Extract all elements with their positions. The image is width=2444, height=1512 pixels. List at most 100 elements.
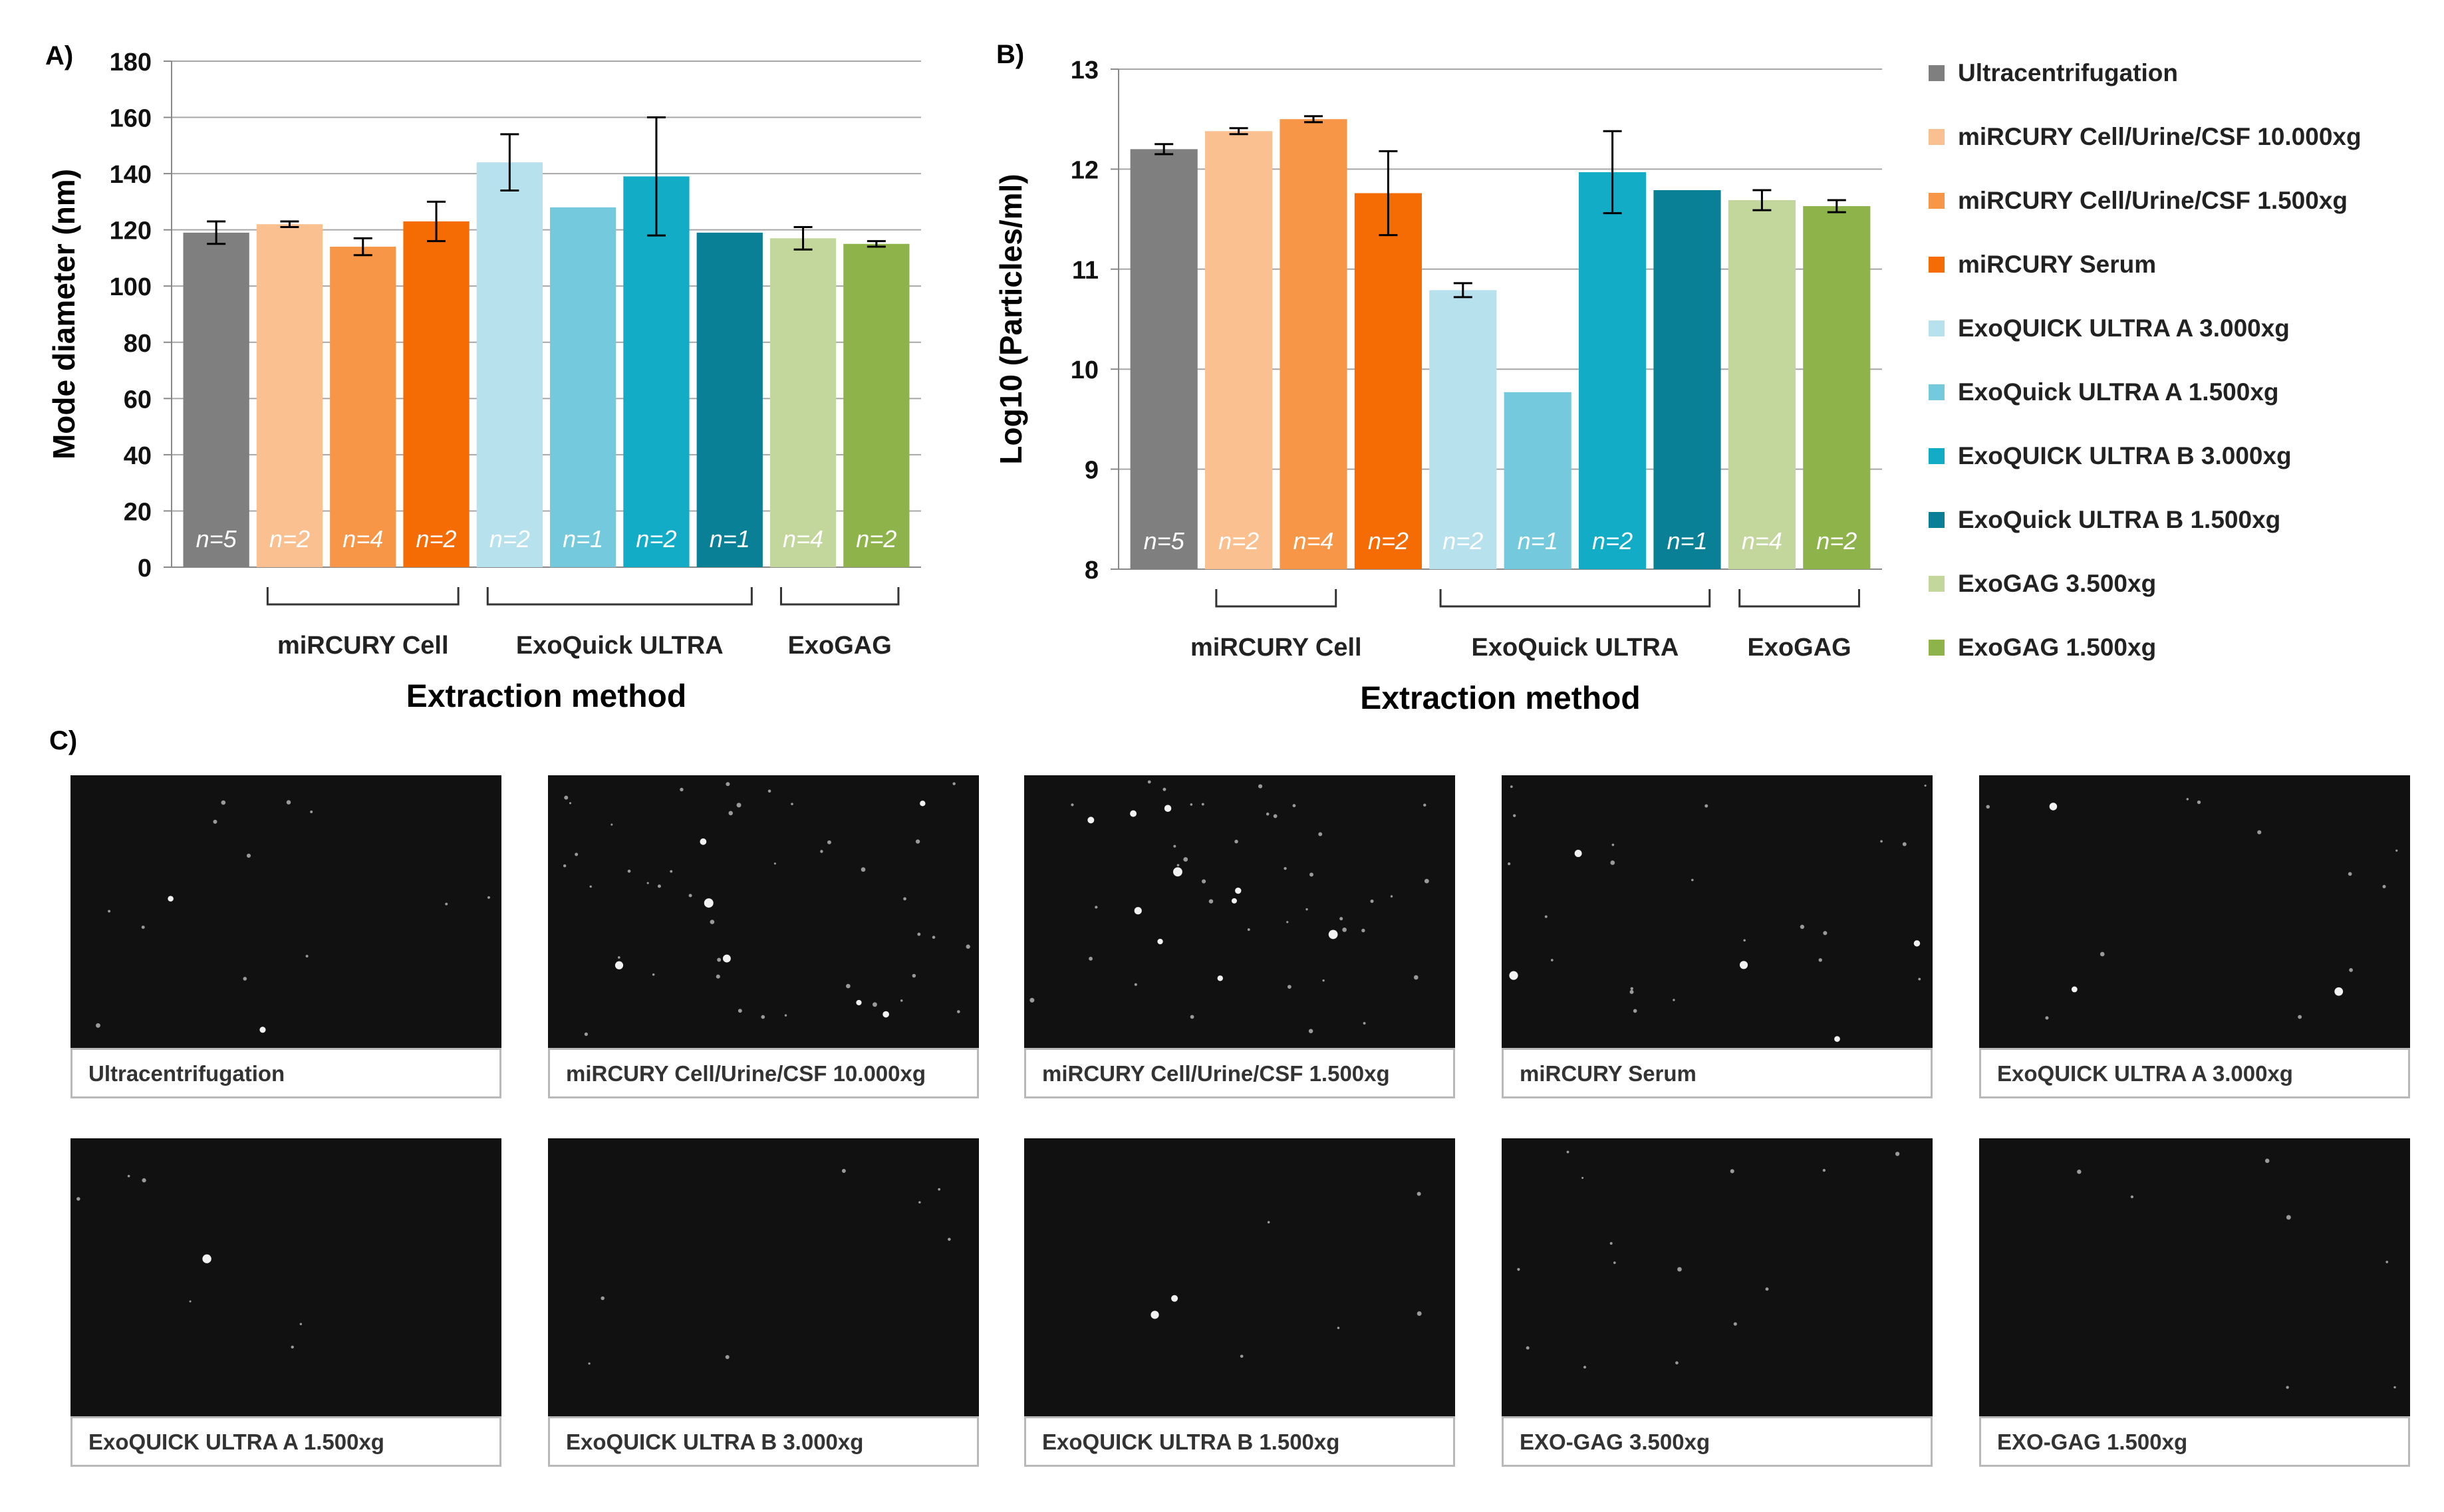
particle-dot (725, 1355, 730, 1360)
particle-dot (900, 999, 903, 1002)
chart-b-ytick-label: 12 (1071, 156, 1099, 184)
particle-dot (584, 1032, 588, 1036)
particle-dot (1610, 860, 1615, 865)
chart-b-n-label: n=2 (1218, 527, 1259, 555)
chart-a-ytick-label: 120 (110, 217, 152, 245)
legend-swatch (1929, 448, 1945, 464)
particle-dot (1029, 997, 1035, 1003)
particle-dot (2393, 1386, 2396, 1389)
particle-dot (243, 977, 247, 981)
particle-dot (2298, 1015, 2302, 1019)
particle-dot (1240, 1354, 1244, 1358)
particle-dot (670, 870, 673, 873)
particle-dot (1513, 814, 1516, 817)
particle-dot (1130, 810, 1137, 817)
particle-dot (2045, 1016, 2049, 1020)
particle-dot (646, 882, 649, 884)
particle-dot (1342, 928, 1347, 932)
particle-dot (1609, 1242, 1613, 1245)
particle-dot (1544, 915, 1548, 918)
particle-dot (1924, 784, 1927, 787)
particle-dot (1390, 895, 1393, 898)
micrograph-image (70, 775, 501, 1048)
particle-dot (920, 801, 926, 807)
particle-dot (291, 1345, 294, 1349)
chart-b-y-axis-title: Log10 (Particles/ml) (994, 174, 1028, 464)
chart-a-n-label: n=2 (856, 525, 896, 553)
particle-dot (1095, 906, 1098, 909)
legend-label: miRCURY Cell/Urine/CSF 10.000xg (1958, 123, 2362, 150)
legend-swatch (1929, 193, 1945, 209)
particle-dot (1822, 1168, 1826, 1172)
particle-dot (773, 862, 776, 865)
particle-dot (1173, 844, 1176, 848)
chart-b-error-bar (1229, 127, 1248, 136)
particle-dot (873, 1002, 877, 1007)
particle-dot (856, 999, 862, 1006)
chart-a-n-label: n=5 (196, 525, 237, 553)
particle-dot (1087, 817, 1095, 824)
particle-dot (1284, 866, 1287, 870)
chart-a-error-bar (500, 133, 519, 191)
micrograph-card: ExoQUICK ULTRA B 3.000xg (548, 1138, 979, 1467)
particle-dot (688, 894, 692, 898)
micrograph-card: Ultracentrifugation (70, 775, 501, 1098)
chart-a-n-label: n=4 (342, 525, 383, 553)
particle-dot (1823, 931, 1828, 936)
particle-dot (617, 956, 620, 959)
chart-b-n-label: n=1 (1518, 527, 1558, 555)
particle-dot (1417, 1192, 1421, 1196)
particle-dot (846, 983, 851, 989)
particle-dot (1337, 1326, 1340, 1329)
particle-dot (1089, 956, 1093, 961)
particle-dot (213, 819, 217, 824)
chart-a-ytick-label: 180 (110, 49, 152, 76)
particle-dot (1611, 843, 1615, 846)
chart-a-bar (769, 238, 837, 567)
particle-dot (141, 926, 145, 930)
particle-dot (1417, 1311, 1422, 1317)
particle-dot (1322, 979, 1325, 982)
particle-dot (952, 782, 956, 785)
particle-dot (2348, 872, 2352, 876)
particle-dot (588, 1362, 591, 1365)
legend-label: ExoQUICK ULTRA A 3.000xg (1958, 315, 2290, 342)
chart-b-n-label: n=4 (1742, 527, 1782, 555)
chart-a-n-label: n=1 (710, 525, 750, 553)
particle-dot (728, 811, 734, 816)
chart-b-bar (1504, 392, 1571, 569)
particle-dot (1176, 864, 1180, 866)
particle-dot (680, 787, 684, 792)
particle-dot (883, 1011, 889, 1018)
chart-a-error-bar (646, 116, 666, 237)
chart-a-bar (696, 232, 763, 567)
chart-b-bar (1429, 290, 1497, 569)
chart-b-group-label: ExoQuick ULTRA (1472, 634, 1679, 662)
chart-b-n-label: n=2 (1592, 527, 1633, 555)
particle-dot (2197, 800, 2201, 805)
chart-a-bar (623, 176, 690, 568)
legend-item: ExoGAG 1.500xg (1929, 616, 2362, 680)
particle-dot (2257, 830, 2262, 834)
particle-dot (221, 800, 226, 805)
particle-dot (736, 803, 742, 808)
particle-dot (286, 800, 291, 805)
chart-b-n-label: n=4 (1293, 527, 1333, 555)
chart-b-error-bar (1379, 150, 1398, 237)
particle-dot (1424, 878, 1429, 884)
micrograph-card: miRCURY Serum (1502, 775, 1933, 1098)
particle-dot (761, 1015, 765, 1019)
particle-dot (1266, 813, 1270, 816)
particle-dot (1800, 924, 1805, 930)
legend-label: ExoQuick ULTRA A 1.500xg (1958, 378, 2279, 406)
particle-dot (1730, 1169, 1734, 1174)
chart-b-error-bar (1304, 115, 1323, 124)
micrograph-image (1502, 1138, 1933, 1416)
particle-dot (1613, 1261, 1616, 1264)
particle-dot (1147, 780, 1151, 784)
micrograph-card: ExoQUICK ULTRA A 3.000xg (1979, 775, 2410, 1098)
chart-b-ytick-label: 11 (1072, 257, 1099, 285)
legend-item: ExoGAG 3.500xg (1929, 552, 2362, 616)
particle-dot (2186, 798, 2189, 801)
chart-b-group-bracket (1439, 589, 1711, 608)
